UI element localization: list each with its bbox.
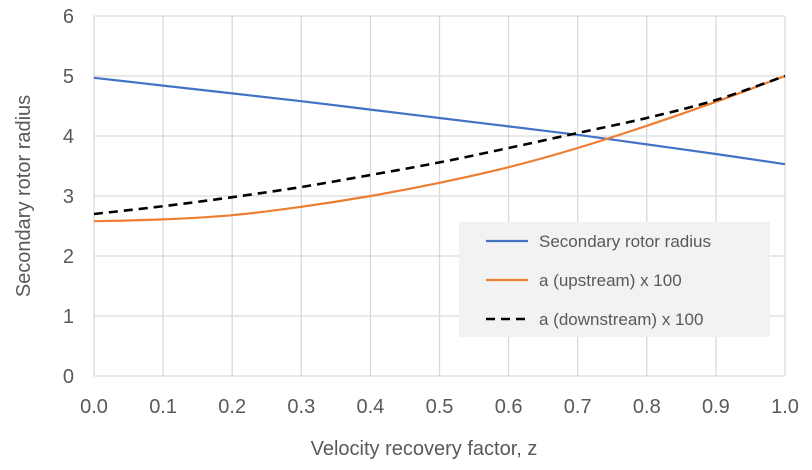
x-tick-label: 0.5 — [426, 396, 454, 418]
legend: Secondary rotor radius a (upstream) x 100… — [459, 222, 770, 337]
y-tick-label: 3 — [63, 186, 74, 208]
x-tick-label: 0.3 — [287, 396, 315, 418]
legend-label: a (downstream) x 100 — [539, 310, 703, 329]
x-tick-label: 0.7 — [564, 396, 592, 418]
x-tick-label: 0.8 — [633, 396, 661, 418]
x-tick-label: 0.6 — [495, 396, 523, 418]
legend-label: Secondary rotor radius — [539, 232, 711, 251]
x-tick-label: 0.1 — [149, 396, 177, 418]
y-tick-label: 0 — [63, 366, 74, 388]
y-tick-label: 6 — [63, 6, 74, 28]
y-tick-label: 5 — [63, 66, 74, 88]
y-tick-label: 2 — [63, 246, 74, 268]
x-tick-label: 0.9 — [702, 396, 730, 418]
x-tick-labels: 0.0 0.1 0.2 0.3 0.4 0.5 0.6 0.7 0.8 0.9 1.0 — [80, 396, 799, 418]
series-a-downstream — [93, 74, 786, 216]
y-tick-label: 1 — [63, 306, 74, 328]
y-tick-label: 4 — [63, 126, 74, 148]
series-layer — [93, 74, 786, 223]
y-axis-title: Secondary rotor radius — [13, 95, 35, 297]
series-secondary-rotor-radius — [93, 76, 786, 166]
legend-label: a (upstream) x 100 — [539, 271, 682, 290]
x-axis-title: Velocity recovery factor, z — [311, 438, 538, 460]
y-tick-labels: 0 1 2 3 4 5 6 — [63, 6, 74, 388]
x-tick-label: 0.4 — [356, 396, 384, 418]
x-tick-label: 0.2 — [218, 396, 246, 418]
series-a-upstream — [93, 74, 786, 223]
x-tick-label: 0.0 — [80, 396, 108, 418]
x-tick-label: 1.0 — [771, 396, 799, 418]
